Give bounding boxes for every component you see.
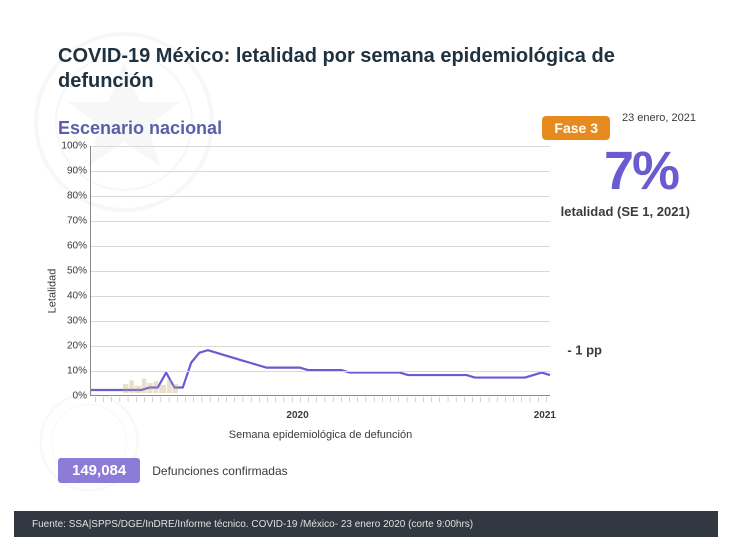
y-tick: 90% <box>53 166 87 177</box>
y-tick: 10% <box>53 366 87 377</box>
page-title: COVID-19 México: letalidad por semana ep… <box>58 44 618 94</box>
gridline <box>91 221 550 222</box>
lethality-chart: Letalidad ||||||||||||||||||||||||||||||… <box>58 146 558 436</box>
y-tick: 30% <box>53 316 87 327</box>
x-year-main: 2020 <box>286 410 308 421</box>
gridline <box>91 146 550 147</box>
plot-area: ||||||||||||||||||||||||||||||||||||||||… <box>90 146 550 396</box>
x-tick-band: ||||||||||||||||||||||||||||||||||||||||… <box>91 397 550 409</box>
page-subtitle: Escenario nacional <box>58 118 222 139</box>
headline-percentage: 7% <box>604 140 678 202</box>
gridline <box>91 296 550 297</box>
skyline-decoration <box>123 375 213 395</box>
y-tick: 100% <box>53 141 87 152</box>
footer-source: Fuente: SSA|SPPS/DGE/InDRE/Informe técni… <box>14 511 718 537</box>
footer-text: Fuente: SSA|SPPS/DGE/InDRE/Informe técni… <box>32 519 473 530</box>
x-axis-label: Semana epidemiológica de defunción <box>91 429 550 441</box>
x-year-end: 2021 <box>534 410 556 421</box>
deaths-caption: Defunciones confirmadas <box>152 464 287 478</box>
y-tick: 40% <box>53 291 87 302</box>
gridline <box>91 246 550 247</box>
gridline <box>91 171 550 172</box>
deaths-count-badge: 149,084 <box>58 458 140 483</box>
gridline <box>91 271 550 272</box>
gridline <box>91 371 550 372</box>
phase-badge: Fase 3 <box>542 116 610 140</box>
delta-label: - 1 pp <box>567 343 602 358</box>
y-tick: 0% <box>53 391 87 402</box>
y-tick: 80% <box>53 191 87 202</box>
gridline <box>91 321 550 322</box>
headline-caption: letalidad (SE 1, 2021) <box>561 204 690 219</box>
report-date: 23 enero, 2021 <box>622 112 698 125</box>
y-tick: 60% <box>53 241 87 252</box>
gridline <box>91 346 550 347</box>
slide: COVID-19 México: letalidad por semana ep… <box>14 12 718 537</box>
gridline <box>91 196 550 197</box>
deaths-row: 149,084 Defunciones confirmadas <box>58 458 288 483</box>
y-tick: 50% <box>53 266 87 277</box>
y-tick: 20% <box>53 341 87 352</box>
y-tick: 70% <box>53 216 87 227</box>
